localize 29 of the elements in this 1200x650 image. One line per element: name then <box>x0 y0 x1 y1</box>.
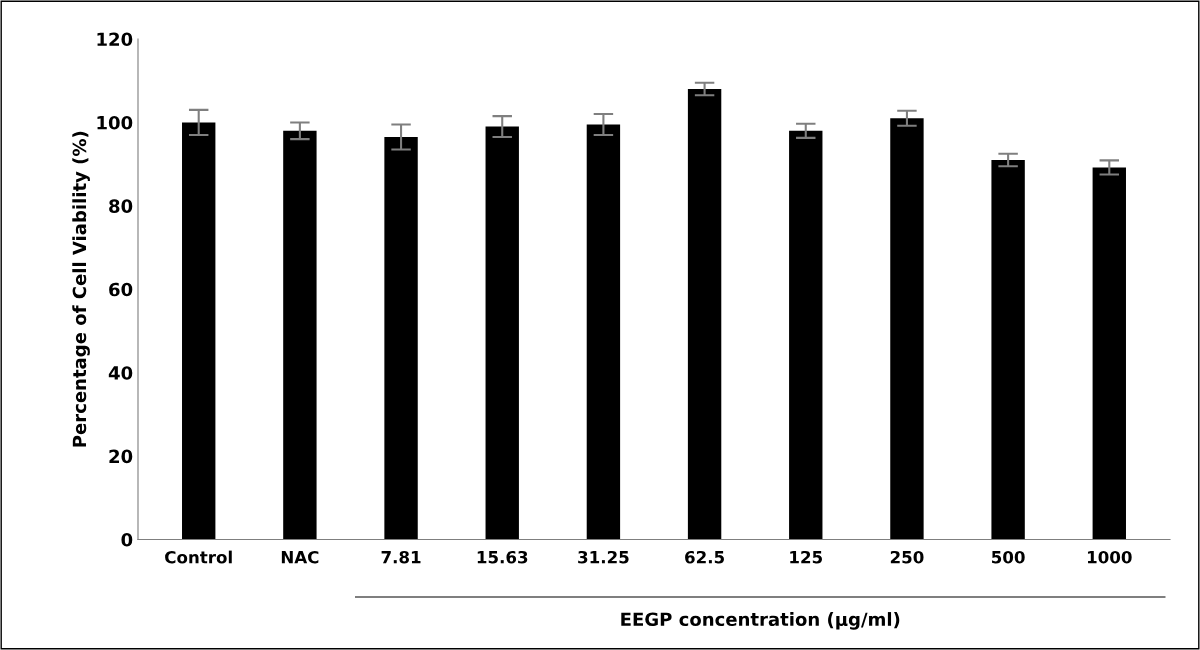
x-tick-label: 500 <box>992 550 1025 564</box>
bar <box>687 89 722 540</box>
x-tick-label: Control <box>165 550 232 564</box>
x-tick-label: 15.63 <box>477 550 528 564</box>
x-tick-label: NAC <box>281 550 319 564</box>
bar <box>890 118 924 540</box>
bar <box>789 130 823 540</box>
x-axis-title: EEGP concentration (µg/ml) <box>621 612 900 630</box>
bar <box>991 159 1025 540</box>
x-tick-label: 250 <box>890 550 924 564</box>
x-tick-label: 1000 <box>1087 550 1132 564</box>
y-tick-label: 40 <box>108 366 133 380</box>
bar <box>1092 167 1126 540</box>
y-axis-title: Percentage of Cell Viability (%) <box>72 131 90 447</box>
x-tick-label: 125 <box>790 550 822 564</box>
bar <box>586 124 621 540</box>
x-tick-label: 62.5 <box>685 550 724 564</box>
bar <box>485 126 519 540</box>
y-tick-label: 80 <box>109 199 133 213</box>
bar <box>283 130 317 540</box>
x-tick-label: 7.81 <box>381 550 421 564</box>
y-tick-label: 60 <box>109 282 133 297</box>
y-tick-label: 0 <box>121 532 133 547</box>
bar <box>182 122 216 540</box>
y-tick-label: 20 <box>109 449 133 464</box>
x-tick-label: 31.25 <box>578 550 629 564</box>
y-tick-label: 120 <box>97 32 133 47</box>
y-tick-label: 100 <box>97 115 133 130</box>
bar <box>384 137 418 540</box>
